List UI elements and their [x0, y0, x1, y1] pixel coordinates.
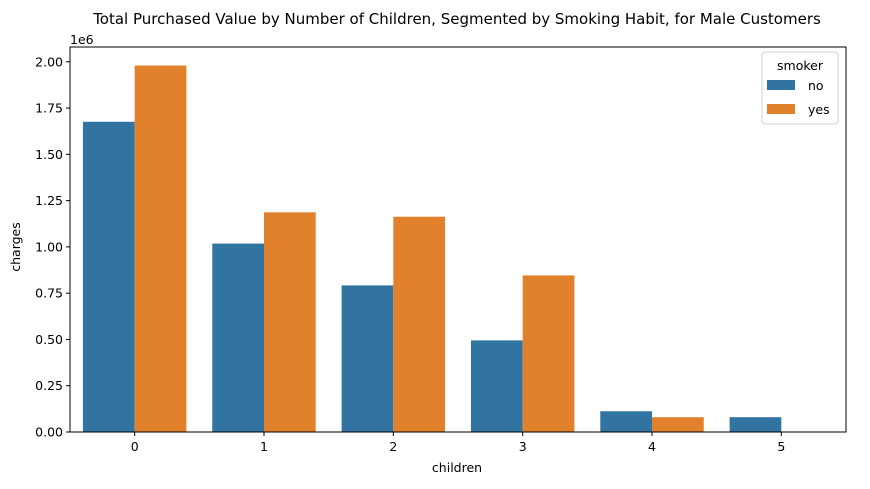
bar-yes-children-0	[134, 65, 187, 432]
x-tick-label: 5	[777, 439, 785, 454]
x-tick-label: 0	[131, 439, 139, 454]
x-tick-label: 4	[648, 439, 656, 454]
y-tick-label: 1.25	[35, 193, 63, 208]
bar-yes-children-2	[393, 216, 446, 432]
bars-layer	[82, 65, 782, 432]
y-axis-offset-label: 1e6	[70, 32, 94, 47]
legend-title: smoker	[777, 58, 824, 73]
y-tick-label: 1.00	[35, 239, 63, 254]
y-tick-label: 1.50	[35, 147, 63, 162]
bar-no-children-5	[729, 417, 782, 432]
y-tick-label: 0.75	[35, 286, 63, 301]
plot-frame	[69, 46, 847, 433]
legend-swatch-yes	[767, 104, 795, 114]
legend: smoker no yes	[761, 51, 839, 125]
y-tick-label: 2.00	[35, 54, 63, 69]
y-axis-label: charges	[8, 222, 23, 272]
bar-no-children-4	[600, 411, 652, 432]
y-tick-label: 1.75	[35, 101, 63, 116]
bar-yes-children-4	[652, 417, 704, 432]
x-tick-label: 2	[389, 439, 397, 454]
bar-no-children-2	[341, 285, 394, 432]
legend-label-yes: yes	[808, 102, 830, 117]
axes-layer: 0.00 0.25 0.50 0.75 1.00 1.25 1.50 1.75 2.00 0 1 2 3…	[35, 46, 847, 454]
x-tick-label: 1	[260, 439, 268, 454]
bar-no-children-0	[82, 121, 135, 432]
bar-yes-children-3	[522, 275, 575, 432]
legend-swatch-no	[767, 80, 795, 90]
bar-no-children-3	[470, 340, 523, 432]
chart-title: Total Purchased Value by Number of Child…	[92, 10, 821, 28]
x-tick-label: 3	[519, 439, 527, 454]
bar-yes-children-1	[264, 212, 316, 432]
y-tick-label: 0.50	[35, 332, 63, 347]
legend-label-no: no	[808, 78, 824, 93]
x-axis-label: children	[432, 460, 482, 475]
bar-no-children-1	[212, 243, 264, 432]
y-tick-label: 0.00	[35, 425, 63, 440]
y-tick-label: 0.25	[35, 378, 63, 393]
